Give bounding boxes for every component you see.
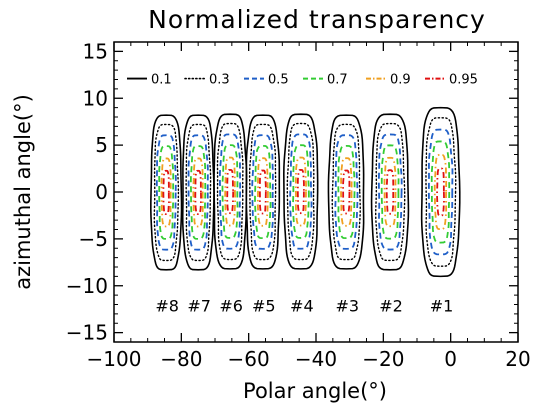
contour-c1-level-0.95 xyxy=(436,167,445,217)
contour-c1-level-0.3 xyxy=(425,117,457,267)
cluster-label: #7 xyxy=(187,297,211,316)
contour-c3-level-0.7 xyxy=(337,144,356,240)
x-tick-label: −40 xyxy=(295,347,337,371)
contour-c5-level-0.9 xyxy=(256,157,269,227)
legend-label-0.3: 0.3 xyxy=(209,73,230,88)
x-tick-label: 20 xyxy=(505,347,530,371)
contour-c5-level-0.95 xyxy=(258,169,267,215)
x-tick-label: −20 xyxy=(362,347,404,371)
y-tick-label: 15 xyxy=(83,39,108,63)
contour-c1-level-0.1 xyxy=(420,106,461,278)
contour-c4-level-0.3 xyxy=(286,122,315,261)
contour-c7-level-0.9 xyxy=(192,157,204,228)
y-tick-label: 10 xyxy=(83,86,108,110)
legend-label-0.95: 0.95 xyxy=(449,73,478,88)
contour-c6-level-0.95 xyxy=(226,168,235,215)
contour-c2-level-0.9 xyxy=(383,156,397,228)
x-tick-label: −60 xyxy=(228,347,270,371)
contour-c4-level-0.9 xyxy=(294,156,307,227)
y-tick-label: −15 xyxy=(66,321,108,345)
contour-c7-level-0.7 xyxy=(189,145,207,240)
contour-c8-level-0.7 xyxy=(158,145,175,240)
contour-c6-level-0.5 xyxy=(218,133,242,250)
contour-c6-level-0.1 xyxy=(213,113,248,270)
contour-c1-level-0.5 xyxy=(427,128,454,256)
plot-area: −100 −80 −60 −40 −20 0 20 −15 −10 −5 0 5 10 15 #8 #7 #6 #… xyxy=(66,39,531,371)
contour-c3-level-0.9 xyxy=(340,157,353,227)
contour-c1-level-0.9 xyxy=(433,153,448,231)
contour-c6-level-0.7 xyxy=(221,144,239,239)
contour-c7-level-0.1 xyxy=(181,114,215,271)
x-tick-label: −100 xyxy=(87,347,142,371)
cluster-label: #2 xyxy=(379,297,403,316)
contour-c2-level-0.5 xyxy=(377,133,403,251)
contour-c8-level-0.5 xyxy=(155,134,177,251)
contour-c1-level-0.7 xyxy=(430,140,451,244)
contour-c2-level-0.7 xyxy=(380,144,400,240)
contour-c5-level-0.3 xyxy=(248,123,277,261)
contour-c8-level-0.9 xyxy=(160,157,172,228)
contour-c7-level-0.3 xyxy=(185,123,212,262)
contour-c8-level-0.1 xyxy=(150,114,183,271)
contour-c5-level-0.7 xyxy=(254,144,272,240)
y-tick-label: −5 xyxy=(79,227,108,251)
contour-c4-level-0.7 xyxy=(292,144,310,239)
x-tick-label: −80 xyxy=(160,347,202,371)
cluster-label: #4 xyxy=(290,297,314,316)
contour-c4-level-0.95 xyxy=(296,168,305,215)
cluster-label: #8 xyxy=(155,297,179,316)
contour-c5-level-0.5 xyxy=(251,134,274,250)
contour-c3-level-0.3 xyxy=(331,123,361,261)
x-tick-label: 0 xyxy=(444,347,457,371)
contour-c3-level-0.1 xyxy=(327,114,365,270)
chart-title: Normalized transparency xyxy=(148,5,486,34)
contour-c6-level-0.9 xyxy=(224,156,237,227)
contour-c7-level-0.5 xyxy=(187,134,209,251)
contour-c6-level-0.3 xyxy=(216,122,244,261)
y-tick-label: −10 xyxy=(66,274,108,298)
contour-c4-level-0.1 xyxy=(283,113,319,270)
contour-c4-level-0.5 xyxy=(289,133,313,250)
y-tick-label: 5 xyxy=(95,133,108,157)
cluster-label: #5 xyxy=(252,297,276,316)
contour-c8-level-0.95 xyxy=(162,169,170,216)
cluster-label: #6 xyxy=(219,297,243,316)
contour-c7-level-0.95 xyxy=(194,169,202,216)
contour-c2-level-0.1 xyxy=(370,113,410,271)
y-tick-label: 0 xyxy=(95,180,108,204)
x-axis-label: Polar angle(°) xyxy=(243,379,387,403)
cluster-label: #1 xyxy=(430,297,454,316)
cluster-label: #3 xyxy=(336,297,360,316)
contour-c3-level-0.5 xyxy=(334,134,359,250)
legend-label-0.9: 0.9 xyxy=(390,73,411,88)
legend-label-0.5: 0.5 xyxy=(268,73,289,88)
legend-label-0.1: 0.1 xyxy=(151,73,172,88)
contour-c2-level-0.3 xyxy=(374,122,406,262)
contour-c5-level-0.1 xyxy=(245,114,281,270)
legend-label-0.7: 0.7 xyxy=(327,73,348,88)
contour-c2-level-0.95 xyxy=(385,169,395,215)
contour-c8-level-0.3 xyxy=(153,123,180,262)
contour-c3-level-0.95 xyxy=(342,169,351,215)
y-axis-label: azimuthal angle(°) xyxy=(11,94,35,290)
